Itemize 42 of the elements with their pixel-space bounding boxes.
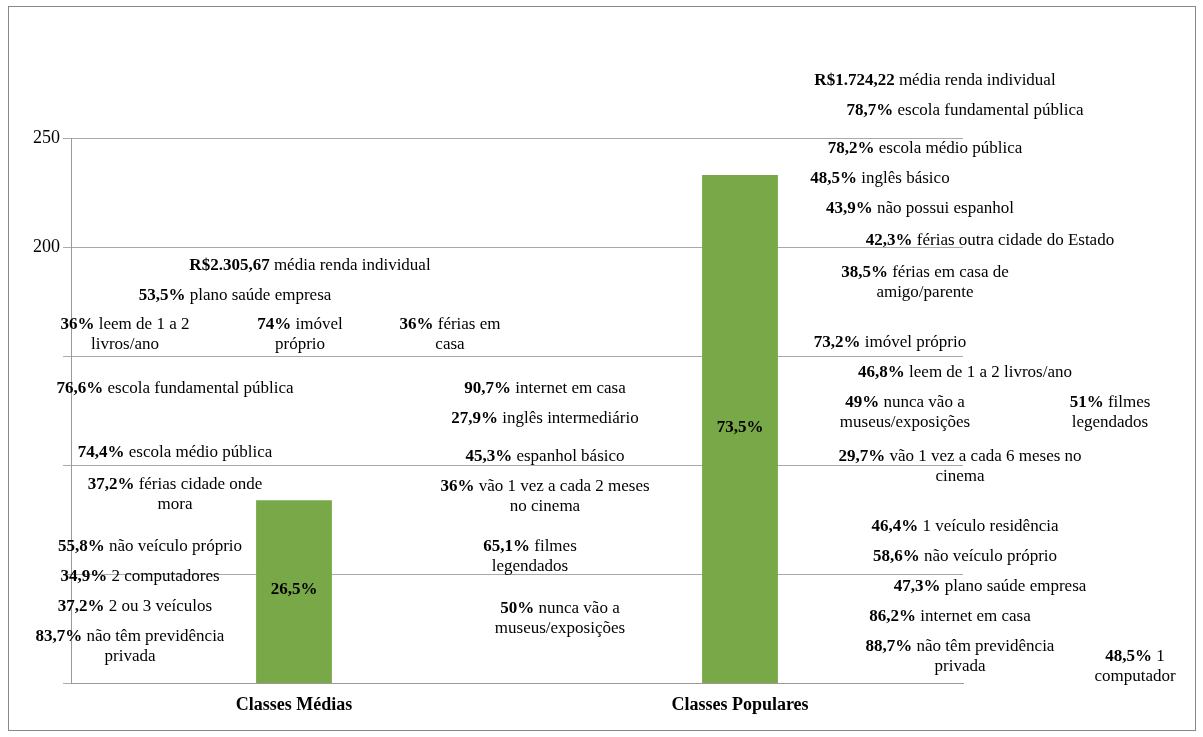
annotation: 58,6% não veículo próprio	[871, 546, 1059, 566]
annotation: 43,9% não possui espanhol	[825, 198, 1015, 218]
text: R$1.724,22 média renda individual	[813, 70, 1057, 90]
annotation: 46,8% leem de 1 a 2 livros/ano	[857, 362, 1073, 382]
annotation: 74% imóvel próprio	[256, 314, 344, 354]
annotation: 36% leem de 1 a 2 livros/ano	[59, 314, 191, 354]
annotation: 36% férias em casa	[398, 314, 502, 354]
annotation: 27,9% inglês intermediário	[450, 408, 640, 428]
annotation: 78,2% escola médio pública	[826, 138, 1024, 158]
text: 51% filmes legendados	[1068, 392, 1152, 432]
annotation: 48,5% inglês básico	[809, 168, 951, 188]
annotation: R$2.305,67 média renda individual	[188, 255, 432, 275]
annotation: 90,7% internet em casa	[463, 378, 627, 398]
text: 78,7% escola fundamental pública	[845, 100, 1085, 120]
annotation: 76,6% escola fundamental pública	[55, 378, 295, 398]
annotation: 53,5% plano saúde empresa	[137, 285, 333, 305]
annotation: 83,7% não têm previdência privada	[34, 626, 226, 666]
y-tick-label: 200	[33, 235, 60, 256]
y-tick-label: 250	[33, 126, 60, 147]
annotation: 36% vão 1 vez a cada 2 meses no cinema	[439, 476, 651, 516]
annotation: 26,5%	[270, 579, 318, 598]
annotation: 55,8% não veículo próprio	[56, 536, 244, 556]
text: 48,5% 1 computador	[1093, 646, 1177, 686]
annotation: 29,7% vão 1 vez a cada 6 meses no cinema	[837, 446, 1083, 486]
annotation: 34,9% 2 computadores	[59, 566, 221, 586]
annotation: 46,4% 1 veículo residência	[870, 516, 1060, 536]
annotation: 50% nunca vão a museus/exposições	[493, 598, 627, 638]
annotation: 47,3% plano saúde empresa	[892, 576, 1088, 596]
annotation: 42,3% férias outra cidade do Estado	[864, 230, 1116, 250]
annotation: 38,5% férias em casa de amigo/parente	[840, 262, 1010, 302]
annotation: 73,2% imóvel próprio	[812, 332, 968, 352]
annotation: 45,3% espanhol básico	[464, 446, 626, 466]
annotation: 37,2% férias cidade onde mora	[86, 474, 264, 514]
annotation: 73,5%	[716, 417, 764, 436]
annotation: 88,7% não têm previdência privada	[864, 636, 1056, 676]
annotation: 65,1% filmes legendados	[482, 536, 578, 576]
annotation: 49% nunca vão a museus/exposições	[838, 392, 972, 432]
x-tick-label: Classes Populares	[671, 693, 809, 714]
annotation: 37,2% 2 ou 3 veículos	[56, 596, 214, 616]
annotation: 86,2% internet em casa	[868, 606, 1032, 626]
annotation: 74,4% escola médio pública	[76, 442, 274, 462]
x-tick-label: Classes Médias	[235, 693, 353, 714]
